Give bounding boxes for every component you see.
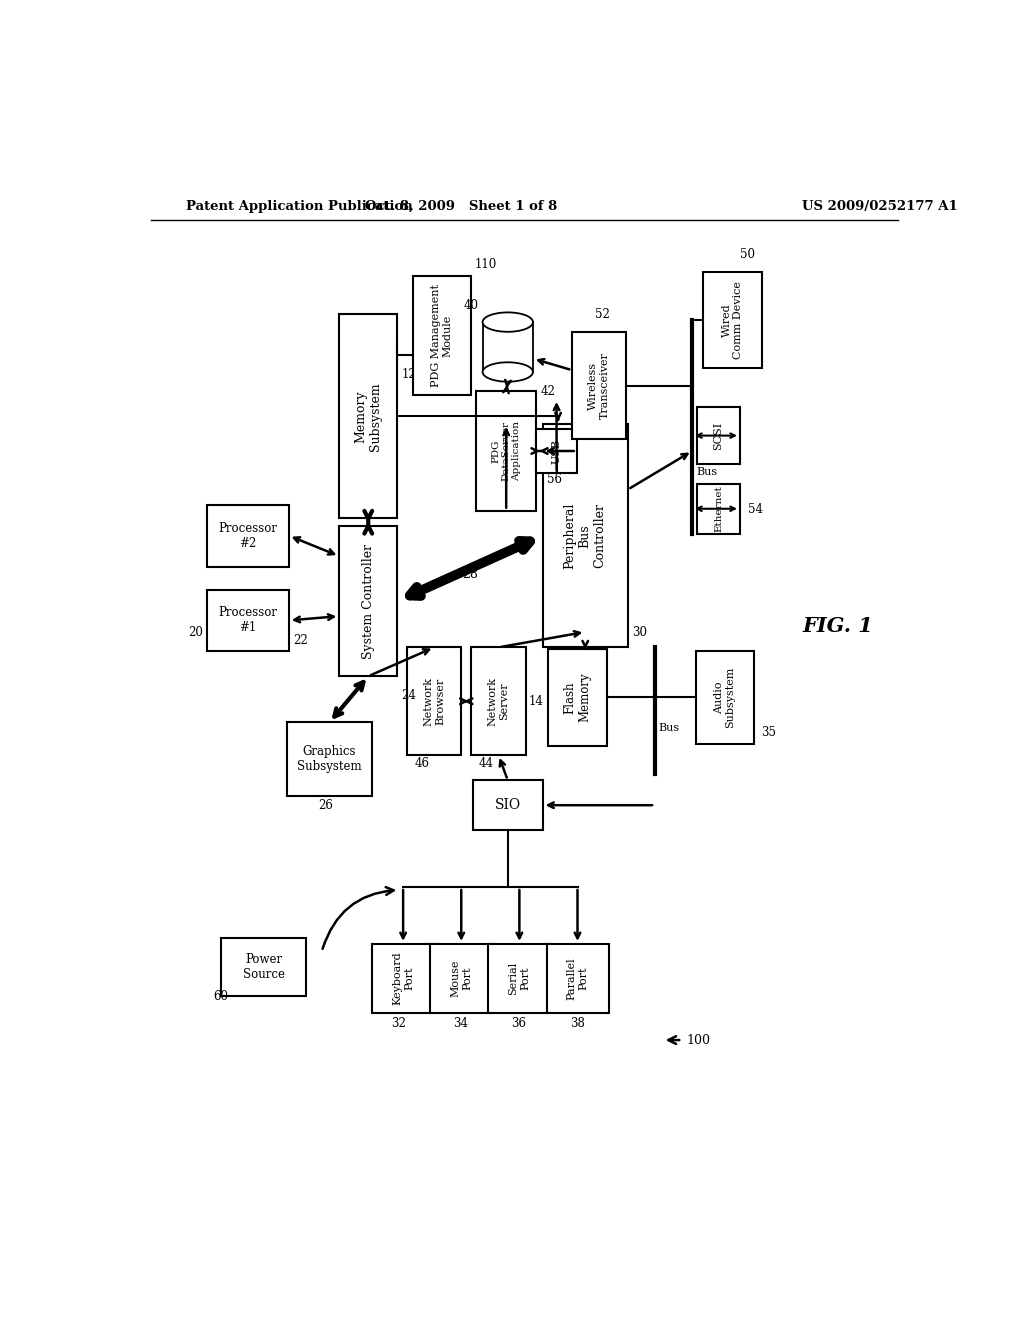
Bar xyxy=(430,944,493,1014)
Bar xyxy=(471,647,525,755)
Bar xyxy=(572,331,627,440)
Text: 40: 40 xyxy=(463,298,478,312)
Bar xyxy=(537,429,577,474)
Text: Network
Browser: Network Browser xyxy=(423,677,444,726)
Text: Wireless
Transceiver: Wireless Transceiver xyxy=(589,352,610,418)
Text: Power
Source: Power Source xyxy=(243,953,285,981)
Text: PDG Management
Module: PDG Management Module xyxy=(431,284,453,387)
Bar xyxy=(476,391,537,511)
Text: 32: 32 xyxy=(391,1016,407,1030)
Bar xyxy=(697,483,740,533)
Text: 54: 54 xyxy=(748,503,763,516)
Text: 24: 24 xyxy=(401,689,416,702)
Text: Bus: Bus xyxy=(696,467,717,477)
Bar xyxy=(372,944,434,1014)
Bar xyxy=(695,651,754,743)
Text: US 2009/0252177 A1: US 2009/0252177 A1 xyxy=(802,199,958,213)
Text: Audio
Subsystem: Audio Subsystem xyxy=(714,667,735,729)
Text: 22: 22 xyxy=(293,634,307,647)
Bar xyxy=(339,314,397,519)
Bar xyxy=(488,944,550,1014)
Text: 35: 35 xyxy=(762,726,776,739)
Bar xyxy=(547,944,608,1014)
Text: 44: 44 xyxy=(479,756,494,770)
Text: 56: 56 xyxy=(547,473,562,486)
Bar xyxy=(208,506,289,566)
Bar xyxy=(549,649,606,746)
Text: 30: 30 xyxy=(632,626,647,639)
Text: PDG
DataServer
Application: PDG DataServer Application xyxy=(492,421,521,480)
Text: 26: 26 xyxy=(317,800,333,812)
Text: 20: 20 xyxy=(188,626,203,639)
Bar xyxy=(407,647,461,755)
Text: Processor
#2: Processor #2 xyxy=(219,521,278,549)
Bar xyxy=(703,272,762,368)
Bar xyxy=(339,527,397,676)
Text: Network
Server: Network Server xyxy=(487,677,509,726)
Bar xyxy=(208,590,289,651)
Text: 50: 50 xyxy=(740,248,756,261)
Text: 34: 34 xyxy=(454,1016,469,1030)
Text: 36: 36 xyxy=(512,1016,526,1030)
Text: Oct. 8, 2009   Sheet 1 of 8: Oct. 8, 2009 Sheet 1 of 8 xyxy=(366,199,557,213)
Bar xyxy=(543,424,628,647)
Bar xyxy=(287,722,372,796)
Bar xyxy=(473,780,543,830)
Text: USB: USB xyxy=(552,438,561,463)
Text: 46: 46 xyxy=(415,756,430,770)
Text: 28: 28 xyxy=(462,568,478,581)
Text: 60: 60 xyxy=(213,990,228,1003)
Text: 52: 52 xyxy=(595,308,610,321)
Bar xyxy=(482,322,532,372)
Text: 110: 110 xyxy=(475,259,497,271)
Text: Peripheral
Bus
Controller: Peripheral Bus Controller xyxy=(564,503,607,569)
Text: Patent Application Publication: Patent Application Publication xyxy=(186,199,413,213)
Text: Ethernet: Ethernet xyxy=(714,486,723,532)
Text: SCSI: SCSI xyxy=(714,421,724,450)
Text: Parallel
Port: Parallel Port xyxy=(566,957,589,999)
Text: FIG. 1: FIG. 1 xyxy=(802,616,873,636)
Text: 14: 14 xyxy=(529,696,544,708)
Text: Flash
Memory: Flash Memory xyxy=(563,673,592,722)
Text: Graphics
Subsystem: Graphics Subsystem xyxy=(297,744,361,774)
Bar xyxy=(697,407,740,465)
Text: Memory
Subsystem: Memory Subsystem xyxy=(354,381,382,450)
Text: 42: 42 xyxy=(541,385,555,399)
Text: Wired
Comm Device: Wired Comm Device xyxy=(722,281,743,359)
Text: 100: 100 xyxy=(686,1034,710,1047)
Text: System Controller: System Controller xyxy=(361,544,375,659)
Text: Processor
#1: Processor #1 xyxy=(219,606,278,635)
Ellipse shape xyxy=(482,362,532,381)
Bar xyxy=(413,276,471,395)
Ellipse shape xyxy=(482,313,532,331)
Bar xyxy=(221,939,306,995)
Text: Keyboard
Port: Keyboard Port xyxy=(392,952,414,1006)
Text: 12: 12 xyxy=(401,368,416,381)
Text: Bus: Bus xyxy=(658,723,680,733)
Text: Mouse
Port: Mouse Port xyxy=(451,960,472,997)
Text: SIO: SIO xyxy=(495,799,521,812)
Text: 38: 38 xyxy=(569,1016,585,1030)
Text: Serial
Port: Serial Port xyxy=(509,962,530,995)
